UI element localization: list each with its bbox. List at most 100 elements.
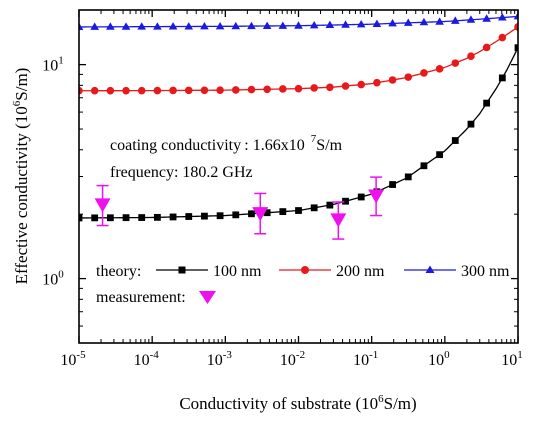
x-axis-label: Conductivity of substrate (106S/m) [179, 393, 416, 413]
point-200nm [90, 86, 99, 95]
point-200nm [498, 33, 507, 42]
point-200nm [310, 84, 318, 92]
point-200nm [341, 82, 350, 90]
measurement-point [94, 184, 111, 227]
point-200nm [279, 85, 287, 93]
point-200nm [153, 86, 162, 95]
point-100nm [263, 209, 271, 217]
point-100nm [483, 99, 491, 107]
tick-layer [78, 10, 519, 343]
point-200nm [357, 80, 366, 89]
legend-measurement-label: measurement: [96, 289, 186, 306]
point-100nm [326, 201, 334, 209]
point-100nm [389, 181, 396, 188]
point-100nm [310, 204, 318, 212]
legend-marker-measurement [199, 291, 216, 304]
point-300nm [79, 22, 84, 30]
point-300nm [482, 14, 491, 22]
legend-entry-200nm: 200 nm [279, 263, 385, 280]
point-200nm [514, 23, 518, 31]
legend-marker-100nm [178, 266, 186, 274]
legend-label-300nm: 300 nm [461, 263, 510, 280]
point-100nm [342, 197, 349, 205]
point-300nm [309, 20, 319, 29]
series-line-100nm [79, 47, 518, 219]
point-300nm [466, 15, 476, 23]
point-200nm [169, 86, 177, 95]
point-200nm [404, 73, 413, 81]
measurement-marker [330, 213, 347, 228]
point-300nm [262, 21, 272, 29]
point-200nm [435, 65, 444, 73]
point-300nm [341, 20, 350, 28]
point-300nm [168, 22, 178, 30]
point-300nm [513, 12, 518, 20]
point-100nm [357, 193, 365, 201]
point-300nm [372, 19, 382, 28]
point-100nm [420, 162, 428, 170]
measurement-layer [94, 176, 385, 240]
frequency-annotation: frequency: 180.2 GHz [110, 164, 253, 181]
x-tick-label: 10-4 [134, 349, 160, 369]
legend: theory: 100 nm 200 nm 300 nm measurement… [96, 263, 510, 306]
point-200nm [420, 69, 428, 77]
point-100nm [79, 214, 83, 222]
measurement-marker [368, 189, 385, 204]
point-200nm [326, 83, 334, 92]
legend-label-200nm: 200 nm [336, 263, 385, 280]
series-layer [79, 12, 518, 222]
point-200nm [184, 86, 193, 95]
point-100nm [279, 208, 287, 216]
point-100nm [138, 214, 146, 221]
point-300nm [498, 13, 507, 21]
point-300nm [419, 17, 429, 26]
point-200nm [247, 85, 256, 94]
point-100nm [232, 211, 240, 219]
legend-label-100nm: 100 nm [213, 263, 262, 280]
series-line-200nm [79, 26, 518, 92]
point-100nm [106, 214, 114, 222]
point-200nm [451, 59, 460, 67]
point-100nm [514, 44, 518, 52]
point-100nm [451, 137, 459, 144]
point-300nm [231, 21, 241, 30]
point-300nm [356, 20, 366, 28]
point-300nm [294, 21, 303, 29]
point-100nm [404, 173, 412, 181]
point-300nm [90, 22, 99, 30]
x-tick-label: 10-2 [280, 349, 305, 369]
point-200nm [79, 86, 83, 95]
x-tick-label: 10-5 [60, 349, 86, 369]
legend-marker-300nm [425, 265, 435, 273]
point-200nm [373, 78, 381, 87]
point-100nm [436, 151, 444, 159]
legend-marker-200nm [301, 266, 309, 274]
point-100nm [201, 212, 208, 220]
point-100nm [185, 213, 193, 220]
point-300nm [435, 17, 444, 25]
measurement-point [368, 176, 385, 217]
point-200nm [231, 86, 240, 94]
point-200nm [137, 86, 146, 95]
legend-entry-100nm: 100 nm [156, 263, 262, 280]
point-100nm [295, 207, 302, 214]
coating-annotation: coating conductivity : 1.66x10 7S/m [110, 133, 343, 154]
point-200nm [388, 76, 397, 84]
point-200nm [122, 86, 130, 95]
x-tick-label: 10-3 [207, 349, 233, 369]
point-200nm [294, 84, 303, 93]
measurement-point [330, 201, 347, 240]
point-300nm [200, 22, 209, 30]
point-100nm [216, 212, 224, 220]
x-tick-label: 10-1 [353, 349, 378, 369]
point-300nm [153, 22, 162, 30]
point-200nm [467, 52, 475, 60]
x-tick-label: 101 [501, 349, 523, 369]
point-300nm [388, 19, 397, 27]
legend-theory-label: theory: [96, 263, 141, 280]
x-tick-label: 100 [428, 349, 450, 369]
point-200nm [200, 86, 209, 95]
point-300nm [450, 16, 460, 24]
measurement-marker [94, 198, 111, 213]
